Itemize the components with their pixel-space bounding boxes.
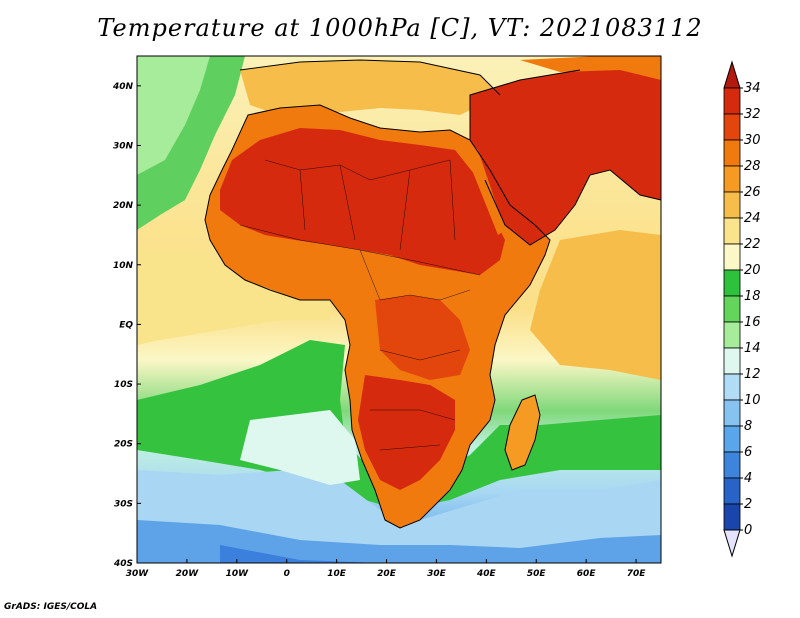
map-title: Temperature at 1000hPa [C], VT: 20210831… (97, 14, 703, 42)
colorbar-label: 14 (744, 341, 761, 356)
colorbar-segment (723, 217, 741, 245)
lat-tick-label: 10N (113, 261, 134, 271)
colorbar-label: 20 (744, 263, 761, 278)
colorbar-label: 34 (744, 81, 761, 96)
colorbar-segment (723, 295, 741, 323)
lat-tick-label: EQ (119, 320, 133, 330)
colorbar-segment (723, 425, 741, 453)
colorbar-label: 10 (744, 393, 761, 408)
colorbar-label: 12 (744, 367, 761, 382)
colorbar-segment (723, 503, 741, 531)
madagascar (505, 395, 540, 470)
sahara-hot-core (220, 128, 505, 275)
colorbar-label: 26 (744, 185, 761, 200)
lon-tick-label: 0 (284, 569, 290, 579)
colorbar-segment (723, 139, 741, 167)
colorbar-segment (723, 87, 741, 115)
southern-green-band (137, 340, 661, 510)
lon-tick-label: 20E (377, 569, 397, 579)
lon-tick-label: 10W (226, 569, 250, 579)
europe-warm-region (240, 60, 500, 115)
colorbar-segment (723, 321, 741, 349)
colorbar-segment (723, 191, 741, 219)
lon-tick-label: 60E (577, 569, 597, 579)
southern-africa-hot (358, 375, 455, 490)
colorbar-bottom-arrow (723, 529, 741, 558)
lon-tick-label: 10E (327, 569, 347, 579)
colorbar-label: 24 (744, 211, 761, 226)
colorbar-segment (723, 269, 741, 297)
country-borders (239, 159, 481, 451)
lon-tick-label: 70E (627, 569, 647, 579)
colorbar-segment (723, 243, 741, 271)
arabia-hot-core (470, 70, 661, 245)
colorbar-segment (723, 451, 741, 479)
colorbar-label: 28 (744, 159, 761, 174)
lat-tick-label: 10S (114, 380, 133, 390)
colorbar-segment (723, 347, 741, 375)
lat-tick-label: 20S (114, 440, 133, 450)
colorbar-label: 2 (744, 497, 752, 512)
lat-tick-label: 40S (113, 559, 133, 569)
longitude-axis: 30W 20W 10W 0 10E 20E 30E 40E 50E 60E 70E (126, 559, 646, 579)
lon-tick-label: 30E (427, 569, 447, 579)
colorbar-label: 0 (744, 523, 752, 538)
grads-credit: GrADS: IGES/COLA (4, 602, 98, 612)
colorbar-segment (723, 373, 741, 401)
lat-tick-label: 40N (112, 82, 134, 92)
colorbar-label: 8 (744, 419, 752, 434)
lat-tick-label: 20N (113, 201, 134, 211)
colorbar-label: 16 (744, 315, 761, 330)
map-frame (136, 55, 662, 564)
coastlines (204, 59, 662, 529)
latitude-axis: 40N 30N 20N 10N EQ 10S 20S 30S 40S (112, 82, 141, 569)
lat-tick-label: 30N (113, 141, 134, 151)
map-field (137, 56, 661, 563)
colorbar-segment (723, 113, 741, 141)
lon-tick-label: 40E (476, 569, 497, 579)
colorbar-label: 18 (744, 289, 761, 304)
colorbar-label: 32 (744, 107, 761, 122)
lat-tick-label: 30S (114, 499, 133, 509)
colorbar-label: 4 (744, 471, 752, 486)
lon-tick-label: 30W (126, 569, 150, 579)
colorbar-top-arrow (723, 60, 741, 89)
colorbar-segment (723, 399, 741, 427)
colorbar-label: 6 (744, 445, 752, 460)
colorbar-segment (723, 477, 741, 505)
lon-tick-label: 20W (176, 569, 200, 579)
colorbar-label: 30 (744, 133, 761, 148)
colorbar-segment (723, 165, 741, 193)
colorbar-label: 22 (744, 237, 761, 252)
lon-tick-label: 50E (527, 569, 547, 579)
